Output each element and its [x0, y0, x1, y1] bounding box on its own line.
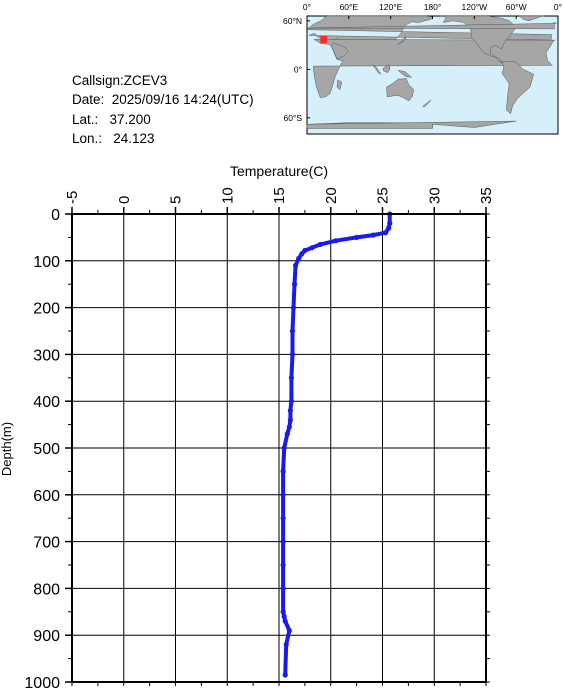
x-tick-label: 20: [323, 187, 340, 204]
map-longitude-label: 180°: [424, 2, 442, 12]
y-tick-label: 500: [33, 441, 60, 458]
profile-point: [302, 247, 308, 254]
profile-point: [387, 220, 393, 226]
profile-point: [281, 445, 287, 451]
plot-frame: [71, 213, 487, 683]
landmass: [397, 35, 407, 45]
profile-point: [283, 641, 289, 648]
landmass: [382, 64, 391, 73]
profile-point: [280, 562, 286, 568]
y-tick-label: 100: [33, 254, 60, 271]
x-tick-label: 5: [168, 196, 185, 204]
profile-point: [289, 328, 296, 334]
callsign-text: Callsign:ZCEV3: [72, 73, 168, 88]
profile-point: [370, 232, 376, 238]
longitude-text: Lon.: 24.123: [72, 130, 155, 146]
profile-point: [284, 431, 290, 437]
landmass: [313, 39, 555, 98]
station-info: Callsign:ZCEV3 Date: 2025/09/16 14:24(UT…: [72, 71, 254, 148]
profile-point: [290, 305, 297, 311]
profile-point: [383, 230, 389, 236]
profile-point: [387, 211, 393, 217]
x-tick-label: -5: [64, 191, 81, 204]
y-tick-label: 800: [33, 581, 60, 598]
y-tick-labels: 0 100 200 300 400 500 600 700 800 900 1000: [24, 207, 60, 690]
landmass: [397, 69, 413, 78]
y-tick-label: 200: [33, 301, 60, 318]
profile-point: [282, 672, 288, 678]
profile-point: [280, 492, 286, 498]
profile-point: [286, 627, 292, 634]
y-tick-label: 900: [33, 628, 60, 645]
x-tick-label: 0: [116, 196, 133, 204]
landmass: [386, 77, 414, 102]
x-tick-label: 10: [219, 187, 236, 204]
profile-point: [287, 417, 293, 423]
profile-point: [280, 609, 286, 615]
profile-point: [333, 238, 339, 244]
landmass: [306, 120, 517, 129]
landmass: [519, 15, 545, 22]
profile-point: [280, 539, 286, 545]
profile-point: [288, 375, 295, 381]
map-longitude-label: 0°: [554, 2, 562, 12]
map-landmasses: [306, 15, 557, 129]
profile-line: [281, 212, 392, 677]
landmass: [501, 61, 534, 115]
profile-point: [281, 613, 287, 620]
grid-lines: [65, 207, 487, 683]
y-tick-label: 300: [33, 347, 60, 364]
world-map: 0° 60°E 120°E 180° 120°W 60°W 0° 60°N0°60°S: [283, 2, 562, 135]
landmass: [331, 42, 349, 60]
x-axis-title: Temperature(C): [230, 163, 328, 179]
station-marker: [320, 35, 328, 43]
profile-point: [292, 262, 299, 269]
y-tick-label: 400: [33, 394, 60, 411]
profile-point: [289, 351, 296, 357]
profile-point: [386, 225, 392, 231]
x-tick-label: 15: [271, 187, 288, 204]
landmass: [372, 65, 382, 75]
map-longitude-label: 120°W: [462, 2, 488, 12]
profile-point: [280, 468, 286, 474]
profile-point: [287, 407, 293, 414]
map-longitude-label: 60°W: [506, 2, 527, 12]
map-latitude-label: 60°S: [283, 113, 302, 123]
map-longitude-label: 0°: [303, 2, 311, 12]
profile-point: [309, 245, 315, 251]
profile-point: [291, 281, 298, 287]
profile-point: [354, 234, 360, 240]
profile-point: [299, 251, 305, 257]
temperature-profile: [280, 211, 393, 678]
x-tick-label: 25: [375, 187, 392, 204]
profile-point: [286, 424, 292, 430]
x-tick-label: 30: [426, 187, 443, 204]
profile-point: [296, 255, 302, 262]
profile-point: [280, 585, 286, 592]
x-tick-labels: -5 0 5 10 15 20 25 30 35: [64, 187, 495, 204]
map-latitude-label: 0°: [294, 64, 302, 74]
landmass: [421, 99, 432, 107]
map-latitude-label: 60°N: [283, 16, 302, 26]
y-tick-label: 600: [33, 488, 60, 505]
y-axis-title: Depth(m): [0, 422, 14, 476]
profile-point: [288, 398, 295, 404]
y-tick-label: 700: [33, 535, 60, 552]
map-longitude-label: 60°E: [340, 2, 359, 12]
y-tick-label: 1000: [24, 675, 60, 690]
profile-point: [282, 618, 288, 624]
latitude-text: Lat.: 37.200: [72, 111, 151, 127]
profile-point: [317, 241, 323, 248]
landmass: [307, 22, 557, 30]
y-tick-label: 0: [51, 207, 60, 224]
minor-ticks: [68, 210, 490, 686]
x-tick-label: 35: [478, 187, 495, 204]
profile-point: [280, 515, 286, 521]
map-longitude-label: 120°E: [379, 2, 403, 12]
landmass: [336, 79, 343, 90]
date-text: Date: 2025/09/16 14:24(UTC): [72, 92, 254, 108]
